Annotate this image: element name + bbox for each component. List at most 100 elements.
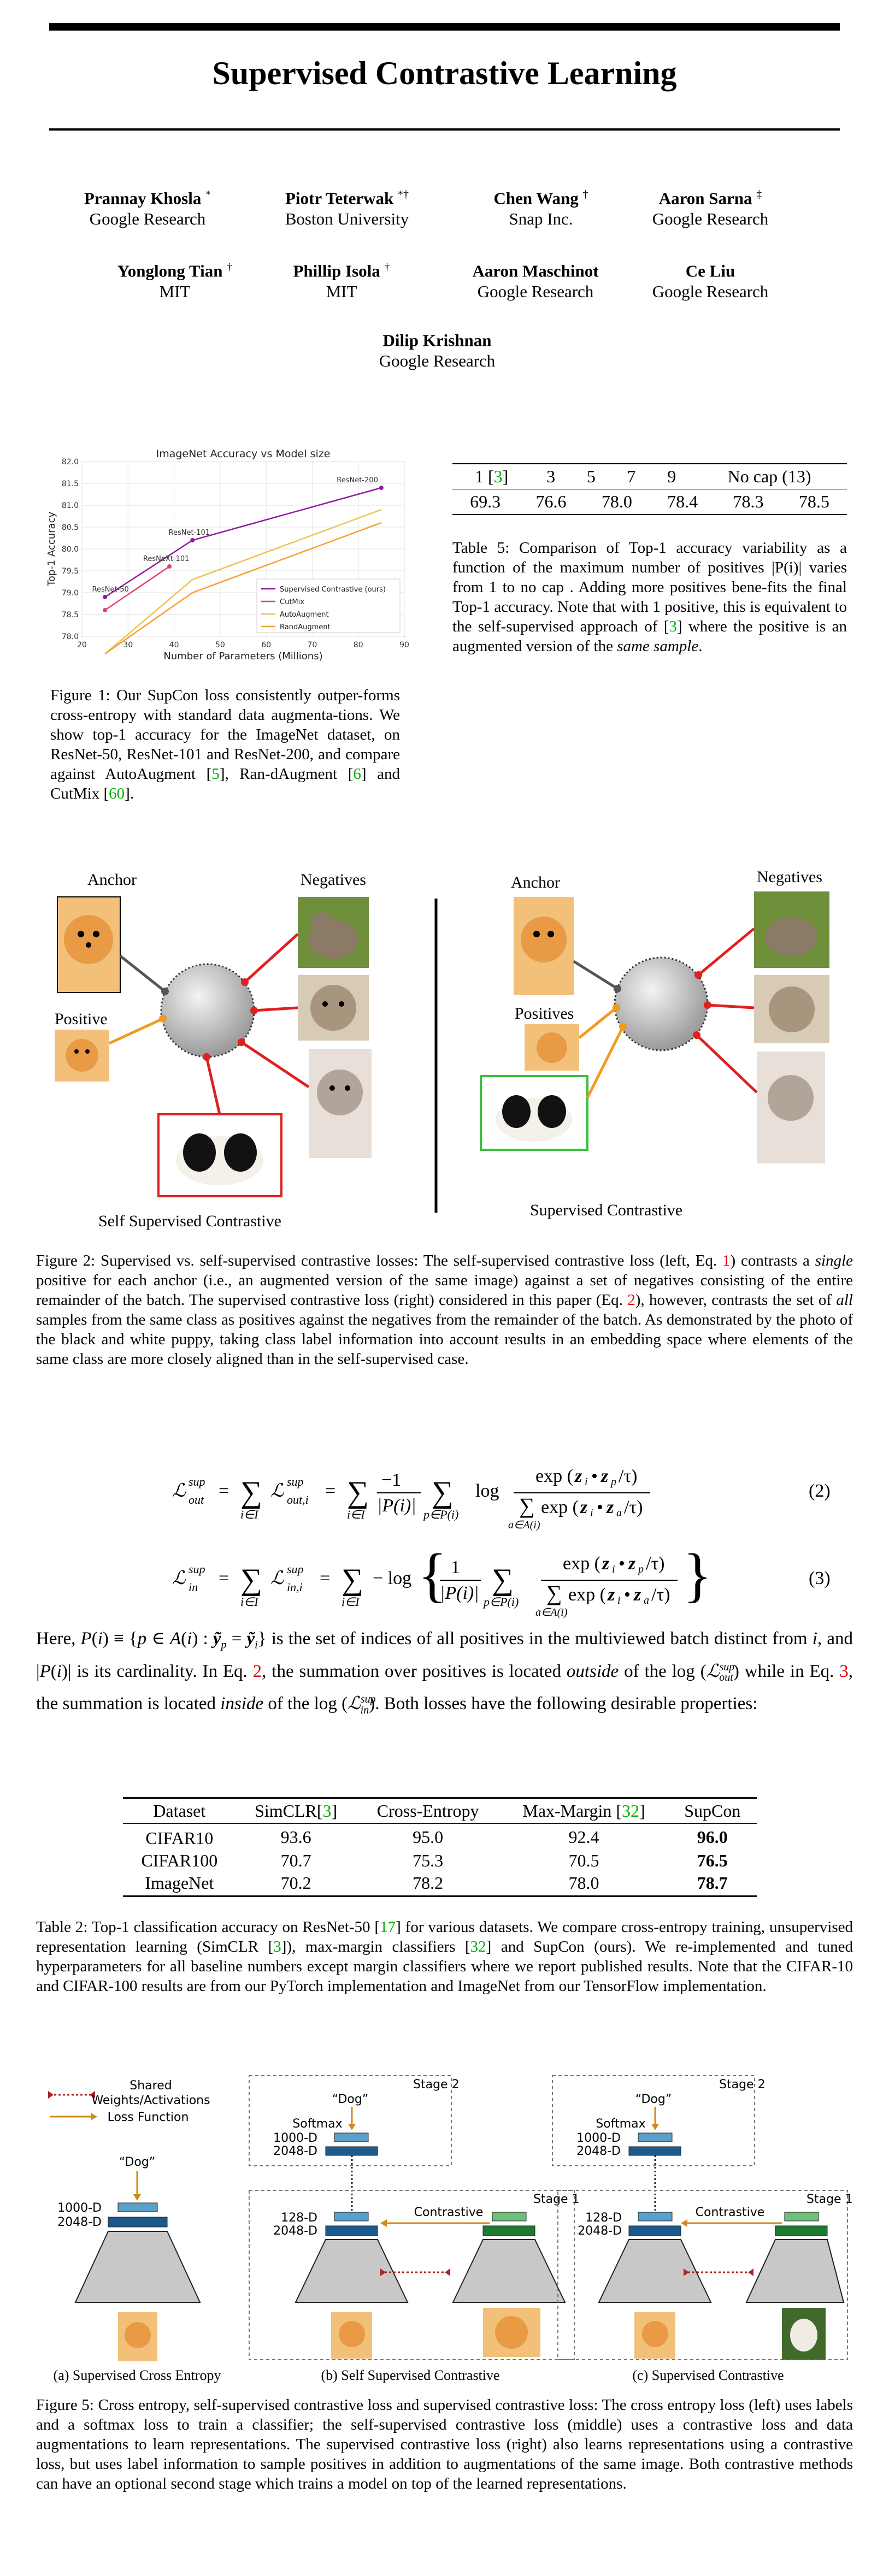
svg-text:Stage 1: Stage 1 bbox=[806, 2193, 853, 2206]
svg-text:p∈P(i): p∈P(i) bbox=[422, 1508, 458, 1521]
fig5-label-b: (b) Self Supervised Contrastive bbox=[321, 2367, 499, 2383]
svg-text:in,i: in,i bbox=[287, 1580, 303, 1594]
svg-text:∑: ∑ bbox=[546, 1581, 562, 1605]
table5-header: 1 [3] 3 5 7 9 No cap (13) bbox=[474, 466, 811, 486]
svg-text:sup: sup bbox=[189, 1562, 205, 1576]
table2-row: CIFAR10 93.6 95.0 92.4 96.0 bbox=[145, 1827, 728, 1848]
author-block: Chen Wang † Snap Inc. bbox=[443, 188, 639, 229]
author-block: Dilip Krishnan Google Research bbox=[339, 330, 535, 371]
svg-text:−1: −1 bbox=[381, 1470, 401, 1490]
svg-text:a: a bbox=[644, 1594, 649, 1606]
author-affiliation: Google Research bbox=[652, 282, 769, 302]
author-name: Dilip Krishnan bbox=[382, 330, 492, 350]
chart-title: ImageNet Accuracy vs Model size bbox=[156, 448, 331, 460]
svg-text:/τ): /τ) bbox=[651, 1585, 670, 1605]
equations: ℒ sup out = ∑ i∈I ℒ sup out,i = ∑ i∈I −1… bbox=[172, 1466, 831, 1618]
svg-text:{: { bbox=[418, 1541, 447, 1608]
author-affiliation: MIT bbox=[159, 282, 191, 302]
svg-text:1: 1 bbox=[451, 1557, 460, 1577]
author-name: Piotr Teterwak *† bbox=[285, 188, 409, 208]
author-affiliation: Google Research bbox=[379, 351, 496, 371]
x-tick-label: 90 bbox=[399, 641, 409, 649]
table5: 1 [3] 3 5 7 9 No cap (13) 69.3 76.6 78.0 7… bbox=[452, 463, 847, 515]
data-point bbox=[103, 595, 108, 599]
table2-caption: Table 2: Top-1 classification accuracy o… bbox=[36, 1918, 853, 1995]
negative-cat-image bbox=[298, 975, 369, 1041]
data-point bbox=[379, 486, 384, 490]
y-tick-label: 82.0 bbox=[62, 458, 79, 466]
y-tick-label: 81.5 bbox=[62, 480, 79, 488]
positives-label-right: Positives bbox=[515, 1005, 574, 1023]
author-affiliation: Boston University bbox=[285, 209, 409, 229]
svg-text:|P(i)|: |P(i)| bbox=[440, 1583, 479, 1603]
svg-text:z: z bbox=[606, 1497, 614, 1517]
figure2-diagram: Anchor Negatives Positive Self Supervise… bbox=[55, 868, 829, 1230]
bottom-rule bbox=[49, 128, 840, 131]
svg-text:2048-D: 2048-D bbox=[57, 2215, 102, 2229]
series-line bbox=[104, 509, 382, 654]
svg-text:sup: sup bbox=[287, 1475, 304, 1488]
point-label: ResNet-200 bbox=[337, 476, 378, 485]
x-tick-label: 20 bbox=[77, 641, 87, 649]
author-block: Prannay Khosla * Google Research bbox=[49, 188, 246, 229]
svg-text:=: = bbox=[325, 1481, 335, 1501]
equation-3: ℒ sup in = ∑ i∈I ℒ sup in,i = ∑ i∈I − lo… bbox=[172, 1541, 831, 1618]
x-tick-label: 40 bbox=[169, 641, 179, 649]
svg-text:i∈I: i∈I bbox=[347, 1508, 366, 1521]
table2-header: Dataset SimCLR[3] Cross-Entropy Max-Marg… bbox=[123, 1799, 757, 1824]
svg-text:ℒ: ℒ bbox=[172, 1481, 186, 1501]
anchor-label-right: Anchor bbox=[511, 873, 560, 891]
svg-text:i∈I: i∈I bbox=[240, 1595, 259, 1609]
svg-text:z: z bbox=[600, 1466, 609, 1486]
svg-text:∑: ∑ bbox=[347, 1475, 369, 1509]
table2-row: ImageNet 70.2 78.2 78.0 78.7 bbox=[145, 1873, 728, 1893]
svg-text:i: i bbox=[617, 1594, 621, 1606]
author-name: Aaron Maschinot bbox=[472, 261, 599, 281]
series-line bbox=[104, 565, 170, 611]
svg-text:/τ): /τ) bbox=[646, 1553, 664, 1574]
svg-text:sup: sup bbox=[189, 1475, 205, 1488]
legend-entry: CutMix bbox=[280, 598, 304, 606]
right-title: Supervised Contrastive bbox=[530, 1201, 682, 1219]
svg-text:2048-D: 2048-D bbox=[273, 2144, 317, 2158]
svg-text:∑: ∑ bbox=[432, 1475, 454, 1509]
author-affiliation: Google Research bbox=[477, 282, 594, 302]
svg-text:i∈I: i∈I bbox=[342, 1595, 360, 1609]
point-label: ResNeXt-101 bbox=[143, 555, 189, 563]
svg-text:a∈A(i): a∈A(i) bbox=[508, 1519, 540, 1531]
data-point bbox=[190, 538, 195, 542]
author-affiliation: MIT bbox=[326, 282, 357, 302]
svg-text:•: • bbox=[619, 1553, 625, 1574]
series-line bbox=[104, 522, 382, 655]
equation-2-number: (2) bbox=[809, 1481, 831, 1501]
x-tick-label: 60 bbox=[261, 641, 271, 649]
author-block: Phillip Isola † MIT bbox=[243, 261, 440, 302]
author-name: Phillip Isola † bbox=[293, 261, 390, 281]
author-block: Yonglong Tian † MIT bbox=[76, 261, 273, 302]
author-name: Ce Liu bbox=[685, 261, 735, 281]
svg-text:Softmax: Softmax bbox=[292, 2117, 342, 2131]
legend-shared2: Weights/Activations bbox=[91, 2094, 210, 2107]
figure2-caption: Figure 2: Supervised vs. self-supervised… bbox=[36, 1252, 853, 1368]
legend-entry: RandAugment bbox=[280, 623, 331, 631]
author-name: Yonglong Tian † bbox=[117, 261, 233, 281]
svg-text:∑: ∑ bbox=[519, 1493, 535, 1518]
table5-row: 69.3 76.6 78.0 78.4 78.3 78.5 bbox=[470, 492, 829, 511]
author-block: Ce Liu Google Research bbox=[612, 261, 809, 302]
top-rule bbox=[49, 23, 840, 31]
anchor-dog-image-right bbox=[514, 897, 574, 995]
accuracy-chart: 20 30 40 50 60 70 80 90 78.0 78.5 79.0 79.5 80.0 80.5… bbox=[46, 448, 409, 662]
anchor-label-left: Anchor bbox=[87, 871, 137, 889]
figure1-caption: Figure 1: Our SupCon loss consistently o… bbox=[50, 687, 400, 802]
fig5-label-a: (a) Supervised Cross Entropy bbox=[54, 2367, 221, 2383]
author-block: Aaron Sarna ‡ Google Research bbox=[612, 188, 809, 229]
svg-text:a∈A(i): a∈A(i) bbox=[535, 1606, 568, 1618]
negatives-label-left: Negatives bbox=[301, 871, 366, 889]
svg-text:1000-D: 1000-D bbox=[576, 2131, 621, 2145]
svg-text:2048-D: 2048-D bbox=[578, 2224, 622, 2238]
svg-text:•: • bbox=[624, 1585, 631, 1605]
svg-text:}: } bbox=[683, 1541, 712, 1608]
svg-text:p∈P(i): p∈P(i) bbox=[482, 1595, 519, 1609]
svg-text:z: z bbox=[633, 1585, 641, 1605]
svg-text:128-D: 128-D bbox=[585, 2211, 622, 2225]
